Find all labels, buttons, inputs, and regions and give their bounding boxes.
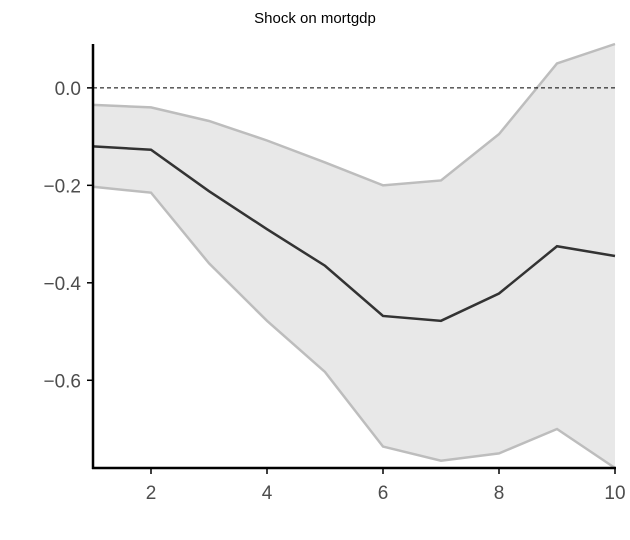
x-tick-label: 6 [378, 483, 389, 504]
estimate-line [92, 145, 616, 323]
x-tick-label: 10 [604, 483, 625, 504]
chart-title: Shock on mortgdp [254, 10, 376, 27]
y-tick-label: −0.6 [43, 371, 81, 392]
x-tick-label: 8 [494, 483, 505, 504]
y-tick-label: −0.2 [43, 176, 81, 197]
x-tick-label: 4 [262, 483, 273, 504]
lower-bound-line [92, 185, 616, 470]
x-tick-label: 2 [146, 483, 157, 504]
confidence-band [93, 44, 615, 468]
y-tick-label: −0.4 [43, 274, 81, 295]
upper-bound-line [92, 42, 616, 187]
y-tick-label: 0.0 [55, 79, 81, 100]
